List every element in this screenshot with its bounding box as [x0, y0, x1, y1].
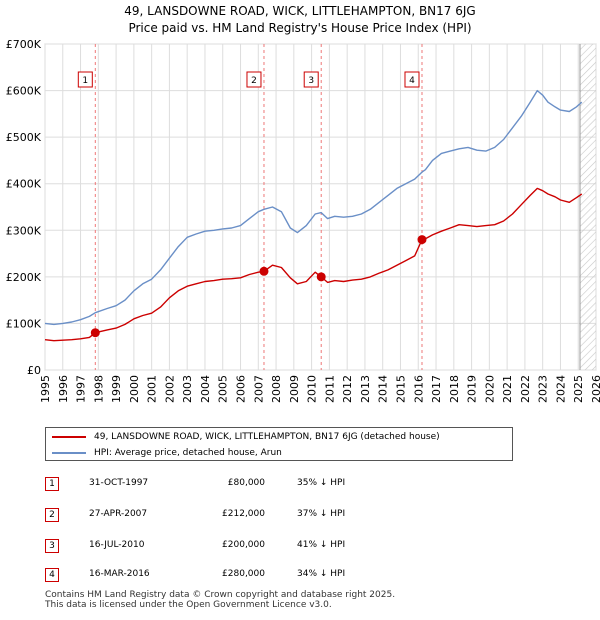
sale-point	[417, 235, 427, 245]
x-tick-label: 2026	[590, 375, 600, 403]
x-tick-label: 2016	[412, 375, 425, 403]
x-tick-label: 2023	[537, 375, 550, 403]
chart-legend: 49, LANSDOWNE ROAD, WICK, LITTLEHAMPTON,…	[45, 427, 513, 461]
sale-marker-number: 1	[82, 76, 88, 86]
sale-point	[90, 328, 100, 338]
x-tick-label: 2004	[199, 375, 212, 403]
table-row: 3 16-JUL-2010 £200,000 41% ↓ HPI	[45, 538, 465, 556]
legend-swatch-hpi	[52, 452, 86, 454]
forecast-hatch-area	[580, 44, 596, 370]
sale-hpi-diff: 34% ↓ HPI	[297, 569, 346, 579]
y-tick-label: £200K	[6, 271, 42, 284]
sale-date: 31-OCT-1997	[89, 478, 149, 488]
x-tick-label: 2001	[146, 375, 159, 403]
footer-licence: This data is licensed under the Open Gov…	[45, 600, 332, 610]
sale-price: £200,000	[222, 540, 265, 550]
table-row: 2 27-APR-2007 £212,000 37% ↓ HPI	[45, 507, 465, 525]
sale-marker-badge	[77, 71, 93, 88]
x-tick-label: 2020	[483, 375, 496, 403]
x-tick-label: 2007	[252, 375, 265, 403]
sale-hpi-diff: 37% ↓ HPI	[297, 509, 346, 519]
x-tick-label: 2008	[270, 375, 283, 403]
x-tick-label: 2022	[519, 375, 532, 403]
sale-marker-number: 3	[308, 76, 314, 86]
y-tick-label: £300K	[6, 224, 42, 237]
chart-title-address: 49, LANSDOWNE ROAD, WICK, LITTLEHAMPTON,…	[124, 4, 476, 18]
x-tick-label: 2000	[128, 375, 141, 403]
sale-number-badge: 4	[45, 568, 59, 582]
x-tick-label: 2014	[377, 375, 390, 403]
y-tick-label: £600K	[6, 85, 42, 98]
footer-copyright: Contains HM Land Registry data © Crown c…	[45, 590, 396, 600]
y-tick-label: £400K	[6, 178, 42, 191]
x-tick-label: 1995	[39, 375, 52, 403]
sale-date: 27-APR-2007	[89, 509, 148, 519]
chart-subtitle: Price paid vs. HM Land Registry's House …	[128, 21, 472, 35]
y-tick-label: £700K	[6, 38, 42, 51]
hpi-series-line	[44, 89, 583, 326]
x-tick-label: 1996	[57, 375, 70, 403]
x-tick-label: 2010	[306, 375, 319, 403]
table-row: 1 31-OCT-1997 £80,000 35% ↓ HPI	[45, 476, 465, 494]
x-tick-label: 2002	[163, 375, 176, 403]
x-tick-label: 2005	[217, 375, 230, 403]
x-tick-label: 2003	[181, 375, 194, 403]
x-tick-label: 2017	[430, 375, 443, 403]
sale-marker-number: 2	[251, 76, 257, 86]
sale-marker-badge	[246, 71, 262, 88]
sale-price: £80,000	[227, 478, 265, 488]
legend-swatch-property	[52, 436, 86, 438]
y-tick-label: £100K	[6, 317, 42, 330]
sale-number-badge: 1	[45, 477, 59, 491]
sale-point	[316, 272, 326, 282]
x-tick-label: 1999	[110, 375, 123, 403]
sale-marker-badge	[303, 71, 319, 88]
sale-hpi-diff: 35% ↓ HPI	[297, 478, 346, 488]
x-tick-label: 2018	[448, 375, 461, 403]
sale-price: £212,000	[222, 509, 265, 519]
sale-marker-number: 4	[409, 76, 415, 86]
sale-number-badge: 2	[45, 508, 59, 522]
sale-number-badge: 3	[45, 539, 59, 553]
x-tick-label: 2006	[235, 375, 248, 403]
sale-marker-badge	[404, 71, 420, 88]
sale-price: £280,000	[222, 569, 265, 579]
sale-date: 16-JUL-2010	[89, 540, 145, 550]
plot-area	[44, 43, 597, 371]
legend-label-hpi: HPI: Average price, detached house, Arun	[94, 448, 282, 458]
x-tick-label: 2013	[359, 375, 372, 403]
sale-point	[259, 266, 269, 276]
price-chart: 1 2 3 4 £0 £100K £200K £300K £400K £500K £600K £70…	[6, 38, 600, 403]
x-tick-label: 2011	[323, 375, 336, 403]
x-tick-label: 2024	[554, 375, 567, 403]
legend-label-property: 49, LANSDOWNE ROAD, WICK, LITTLEHAMPTON,…	[94, 432, 440, 442]
x-tick-label: 2012	[341, 375, 354, 403]
x-tick-label: 2025	[572, 375, 585, 403]
x-tick-label: 2019	[466, 375, 479, 403]
x-tick-label: 1997	[75, 375, 88, 403]
y-tick-label: £500K	[6, 131, 42, 144]
table-row: 4 16-MAR-2016 £280,000 34% ↓ HPI	[45, 567, 465, 585]
sale-hpi-diff: 41% ↓ HPI	[297, 540, 346, 550]
x-tick-label: 2021	[501, 375, 514, 403]
x-tick-label: 2009	[288, 375, 301, 403]
sale-date: 16-MAR-2016	[89, 569, 150, 579]
y-tick-label: £0	[27, 364, 41, 377]
x-tick-label: 1998	[92, 375, 105, 403]
x-tick-label: 2015	[394, 375, 407, 403]
